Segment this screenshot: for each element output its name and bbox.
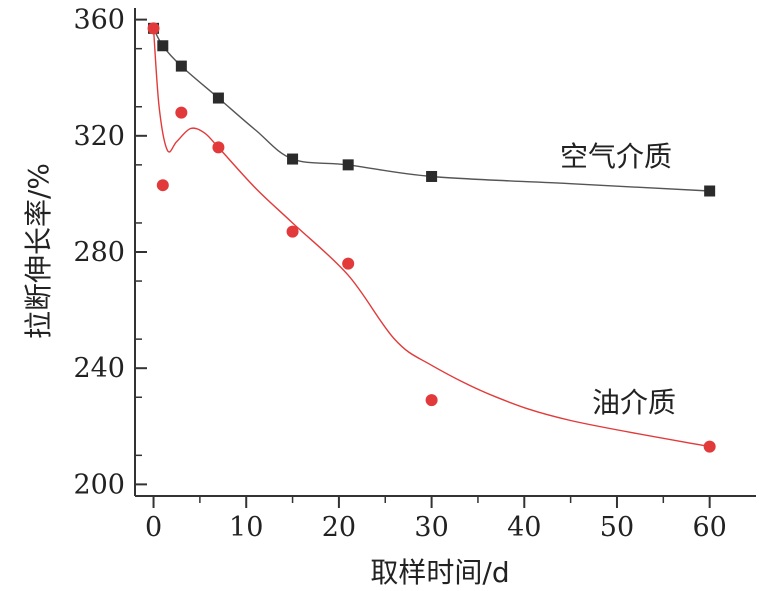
y-tick-label: 280 [73, 237, 125, 268]
data-point-series-1 [156, 179, 169, 192]
data-point-series-1 [425, 394, 438, 407]
data-points [147, 22, 716, 453]
data-point-series-0 [704, 185, 716, 197]
data-point-series-1 [703, 440, 716, 453]
x-axis-title: 取样时间/d [370, 556, 509, 589]
x-tick-label: 20 [322, 512, 356, 543]
series-label-air: 空气介质 [560, 140, 672, 173]
x-tick-label: 40 [507, 512, 541, 543]
data-point-series-0 [212, 92, 224, 104]
data-point-series-0 [426, 170, 438, 182]
x-tick-label: 50 [600, 512, 634, 543]
data-point-series-1 [147, 22, 160, 35]
x-tick-label: 0 [145, 512, 162, 543]
y-tick-label: 320 [73, 121, 125, 152]
data-point-series-1 [212, 141, 225, 154]
x-tick-label: 60 [692, 512, 726, 543]
series-label-oil: 油介质 [592, 386, 676, 419]
data-point-series-0 [287, 153, 299, 165]
y-tick-label: 240 [73, 353, 125, 384]
x-tick-label: 10 [229, 512, 263, 543]
data-point-series-1 [175, 106, 188, 119]
fit-curves [152, 27, 710, 448]
axes: 200 240 280 320 360 0 10 20 30 40 50 60 [73, 5, 756, 543]
data-point-series-0 [157, 40, 169, 52]
y-tick-label: 200 [73, 469, 125, 500]
data-point-series-0 [175, 60, 187, 72]
data-point-series-1 [286, 225, 299, 238]
data-point-series-1 [342, 257, 355, 270]
y-axis-title: 拉断伸长率/% [22, 163, 55, 339]
y-tick-label: 360 [73, 5, 125, 36]
x-tick-label: 30 [414, 512, 448, 543]
fit-curve-series-1 [152, 28, 710, 448]
data-point-series-0 [342, 159, 354, 171]
